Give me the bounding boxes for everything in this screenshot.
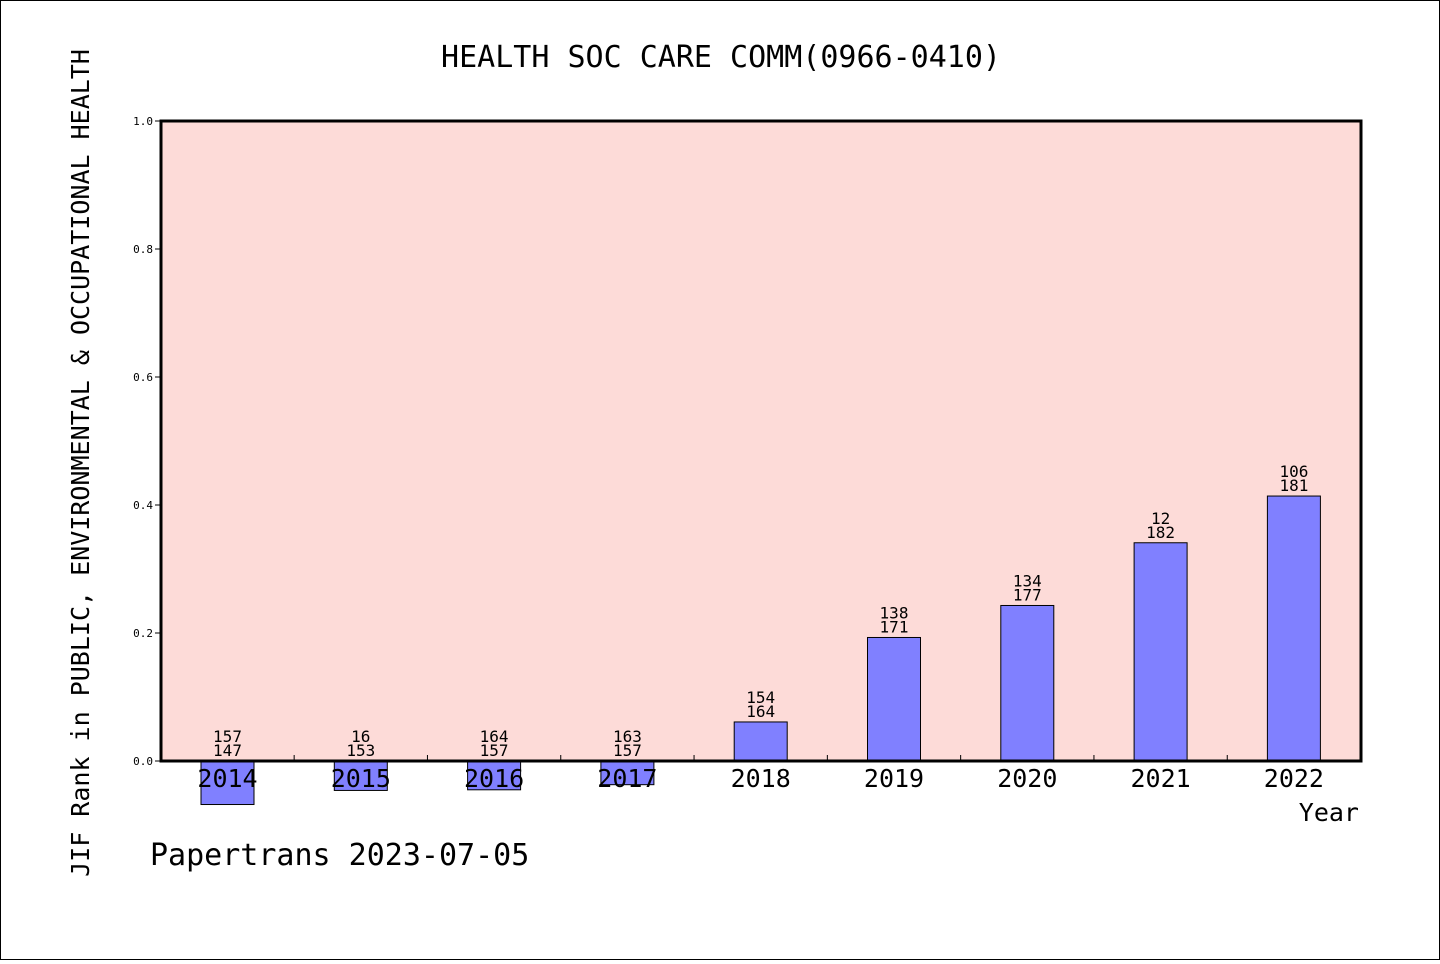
bar-2019 [867, 636, 921, 762]
bar-2022 [1266, 495, 1321, 762]
x-tick-label: 2021 [1130, 764, 1190, 793]
data-label-bottom: 164 [746, 702, 775, 721]
data-label-top: 164 [480, 727, 509, 746]
x-tick-label: 2020 [997, 764, 1057, 793]
y-tick-label: 0.4 [133, 499, 153, 512]
data-label-top: 106 [1279, 462, 1308, 481]
y-tick-label: 0.8 [133, 243, 153, 256]
x-tick-label: 2018 [731, 764, 791, 793]
bar-2016 [467, 760, 522, 791]
data-label-top: 157 [213, 727, 242, 746]
y-axis-label: JIF Rank in PUBLIC, ENVIRONMENTAL & OCCU… [66, 49, 95, 877]
data-label-top: 138 [880, 603, 909, 622]
data-label-bottom: 147 [213, 741, 242, 760]
x-tick-label: 2017 [597, 764, 657, 793]
data-labels: 1471571531615716415716316415417113817713… [213, 462, 1308, 760]
data-label-top: 134 [1013, 571, 1042, 590]
x-tick-label: 2016 [464, 764, 524, 793]
y-tick-label: 0.0 [133, 755, 153, 768]
y-axis-ticks: 0.0 0.2 0.4 0.6 0.8 1.0 [133, 115, 161, 768]
data-label-bottom: 157 [480, 741, 509, 760]
data-label-bottom: 171 [880, 617, 909, 636]
x-tick-label: 2015 [331, 764, 391, 793]
x-axis-ticks: 2014 2015 2016 2017 2018 2019 2020 2021 2022 [197, 755, 1324, 793]
bars-group [200, 495, 1321, 806]
data-label-bottom: 153 [346, 741, 375, 760]
y-tick-label: 0.6 [133, 371, 153, 384]
data-label-bottom: 181 [1279, 476, 1308, 495]
data-label-top: 163 [613, 727, 642, 746]
y-tick-label: 1.0 [133, 115, 153, 128]
x-tick-label: 2019 [864, 764, 924, 793]
data-label-bottom: 177 [1013, 585, 1042, 604]
data-label-bottom: 157 [613, 741, 642, 760]
y-tick-label: 0.2 [133, 627, 153, 640]
data-label-top: 12 [1151, 509, 1170, 528]
data-label-top: 154 [746, 688, 775, 707]
chart-title: HEALTH SOC CARE COMM(0966-0410) [441, 40, 1001, 75]
x-axis-label: Year [1299, 798, 1359, 827]
bar-2020 [1000, 604, 1055, 762]
bar-2018 [733, 721, 788, 762]
footer-credit: Papertrans 2023-07-05 [150, 838, 529, 873]
x-tick-label: 2022 [1264, 764, 1324, 793]
bar-2014 [200, 760, 255, 806]
x-tick-label: 2014 [197, 764, 257, 793]
bar-2021 [1133, 542, 1188, 762]
data-label-top: 16 [351, 727, 370, 746]
data-label-bottom: 182 [1146, 523, 1175, 542]
